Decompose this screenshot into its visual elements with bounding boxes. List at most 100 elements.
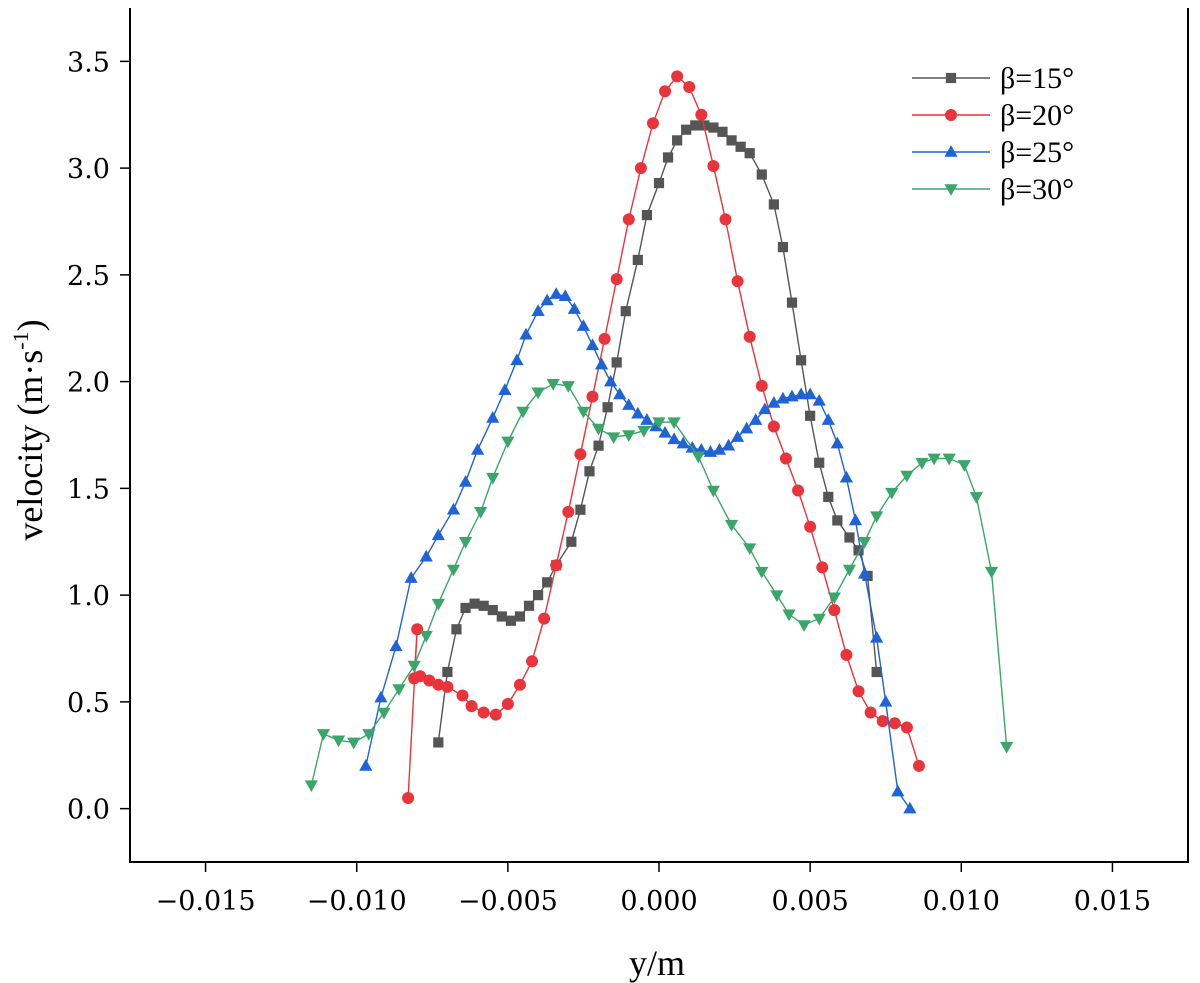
data-point	[514, 611, 526, 622]
data-point	[460, 602, 471, 614]
data-point	[755, 566, 769, 579]
data-point	[389, 639, 403, 652]
data-point	[749, 413, 763, 425]
data-point	[707, 159, 720, 172]
data-point	[730, 430, 745, 442]
data-point	[407, 660, 421, 673]
y-tick-label: 3.0	[67, 154, 110, 185]
data-point	[540, 293, 554, 306]
data-point	[857, 536, 872, 549]
data-point	[431, 528, 445, 541]
y-tick-label: 2.5	[67, 261, 110, 292]
data-point	[469, 598, 480, 609]
data-point	[879, 694, 893, 707]
data-point	[695, 108, 708, 121]
data-point	[532, 590, 544, 601]
data-point	[575, 504, 586, 515]
data-point	[876, 715, 889, 728]
data-point	[944, 145, 958, 157]
data-point	[576, 319, 591, 331]
data-point	[392, 684, 406, 696]
legend-item: β=20°	[912, 99, 1074, 132]
x-tick-label: 0.015	[1074, 886, 1151, 917]
data-point	[842, 564, 857, 577]
data-point	[681, 124, 692, 135]
data-point	[549, 287, 563, 299]
y-axis-title-superscript: -1	[8, 331, 33, 349]
data-point	[731, 275, 744, 288]
data-point	[823, 491, 834, 503]
data-point	[797, 620, 811, 632]
data-point	[758, 402, 772, 415]
data-point	[672, 135, 683, 146]
data-point	[558, 289, 572, 302]
x-tick-label: −0.010	[307, 886, 407, 917]
data-point	[433, 737, 444, 748]
data-point	[944, 184, 958, 196]
data-point	[404, 571, 418, 583]
data-point	[653, 177, 665, 189]
data-point	[622, 430, 636, 442]
data-point	[671, 70, 684, 83]
data-point	[839, 470, 854, 483]
x-tick-label: 0.000	[620, 886, 697, 917]
data-point	[474, 507, 488, 519]
data-point	[546, 378, 560, 391]
data-point	[724, 519, 739, 532]
data-point	[915, 457, 929, 470]
series-line	[407, 75, 920, 799]
y-axis-ticks: 0.0 0.5 1.0 1.5 2.0 2.5 3.0 3.5	[67, 47, 130, 826]
data-point	[885, 487, 899, 500]
y-tick-label: 2.0	[67, 368, 110, 399]
data-point	[870, 511, 884, 524]
data-point	[756, 169, 767, 180]
data-point	[316, 729, 331, 741]
series-layer	[304, 70, 1014, 814]
series-1	[433, 120, 882, 748]
data-point	[853, 545, 864, 556]
data-point	[792, 484, 805, 497]
data-point	[706, 485, 721, 498]
legend-item: β=15°	[912, 62, 1074, 95]
data-point	[591, 423, 606, 436]
data-point	[432, 678, 445, 691]
data-point	[513, 678, 526, 691]
data-point	[456, 689, 469, 702]
data-point	[667, 432, 681, 445]
legend-label: β=25°	[1000, 136, 1074, 169]
data-point	[359, 759, 373, 771]
data-point	[830, 436, 844, 449]
data-point	[347, 737, 361, 750]
data-point	[498, 383, 512, 395]
legend-label: β=20°	[1000, 99, 1074, 132]
data-point	[662, 152, 674, 163]
x-axis-ticks: −0.015 −0.010 −0.005 0.000 0.005 0.010 0.015	[156, 862, 1151, 917]
data-point	[743, 543, 757, 556]
data-point	[691, 451, 705, 464]
data-point	[567, 302, 581, 314]
data-point	[900, 721, 913, 734]
data-point	[414, 670, 427, 683]
data-point	[719, 213, 732, 226]
data-point	[620, 306, 631, 317]
data-point	[767, 396, 781, 408]
data-point	[840, 648, 853, 661]
data-point	[676, 436, 690, 449]
data-point	[377, 707, 391, 720]
data-point	[852, 685, 865, 698]
data-point	[362, 729, 376, 741]
data-point	[446, 502, 461, 515]
data-point	[683, 80, 696, 93]
data-point	[957, 460, 971, 472]
legend-label: β=15°	[1000, 62, 1074, 95]
data-point	[740, 421, 754, 434]
data-point	[501, 436, 515, 449]
data-point	[870, 630, 884, 643]
data-point	[331, 735, 346, 748]
data-point	[768, 199, 779, 210]
data-point	[458, 475, 473, 487]
data-point	[442, 666, 453, 678]
data-point	[510, 353, 524, 366]
y-tick-label: 0.5	[67, 688, 110, 719]
